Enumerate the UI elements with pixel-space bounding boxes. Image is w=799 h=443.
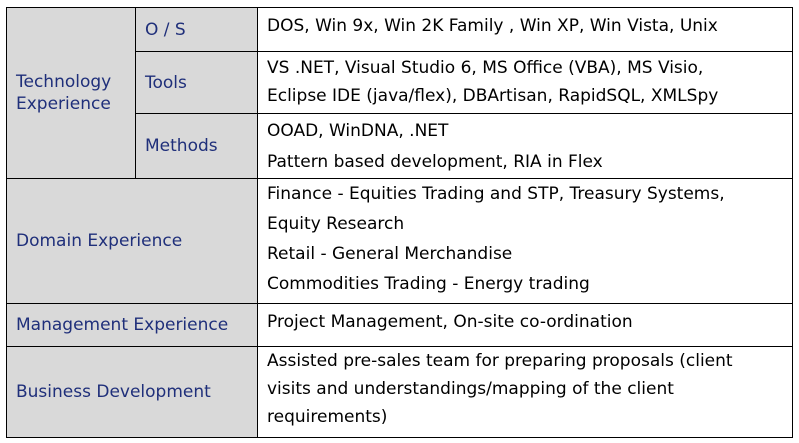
business-value: Assisted pre-sales team for preparing pr… xyxy=(257,346,793,438)
tools-value: VS .NET, Visual Studio 6, MS Office (VBA… xyxy=(257,51,793,114)
domain-value: Finance - Equities Trading and STP, Trea… xyxy=(257,178,793,304)
business-line: visits and understandings/mapping of the… xyxy=(267,379,674,399)
domain-experience-header: Domain Experience xyxy=(6,178,258,304)
os-label: O / S xyxy=(135,7,258,52)
management-value: Project Management, On-site co-ordinatio… xyxy=(257,303,793,347)
methods-line: Pattern based development, RIA in Flex xyxy=(267,152,603,172)
business-line: Assisted pre-sales team for preparing pr… xyxy=(267,351,733,371)
tools-line: Eclipse IDE (java/flex), DBArtisan, Rapi… xyxy=(267,86,719,106)
management-experience-header: Management Experience xyxy=(6,303,258,347)
technology-experience-header: Technology Experience xyxy=(6,7,136,179)
tools-label: Tools xyxy=(135,51,258,114)
business-line: requirements) xyxy=(267,407,388,427)
domain-line: Finance - Equities Trading and STP, Trea… xyxy=(267,184,725,204)
methods-label: Methods xyxy=(135,113,258,179)
os-line: DOS, Win 9x, Win 2K Family , Win XP, Win… xyxy=(267,16,718,36)
business-development-header: Business Development xyxy=(6,346,258,438)
os-value: DOS, Win 9x, Win 2K Family , Win XP, Win… xyxy=(257,7,793,52)
methods-line: OOAD, WinDNA, .NET xyxy=(267,121,449,141)
domain-line: Retail - General Merchandise xyxy=(267,244,513,264)
domain-line: Equity Research xyxy=(267,214,405,234)
methods-value: OOAD, WinDNA, .NET Pattern based develop… xyxy=(257,113,793,179)
domain-line: Commodities Trading - Energy trading xyxy=(267,274,590,294)
tools-line: VS .NET, Visual Studio 6, MS Office (VBA… xyxy=(267,58,704,78)
management-line: Project Management, On-site co-ordinatio… xyxy=(267,312,633,332)
